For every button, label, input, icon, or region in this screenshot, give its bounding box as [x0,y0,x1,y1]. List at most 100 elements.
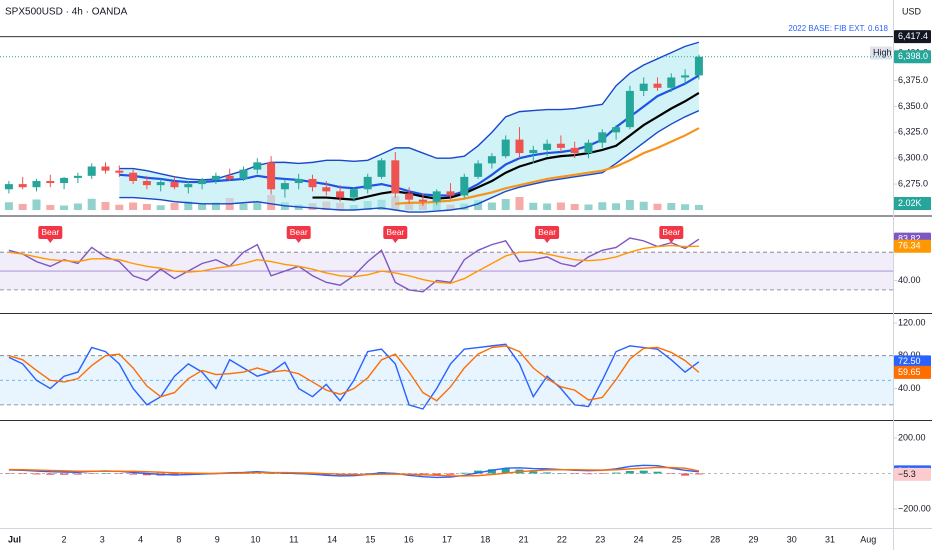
volume-bar [170,203,179,210]
axis-badge [894,239,931,253]
x-tick-label: 22 [557,534,567,544]
histogram-bar [60,473,69,475]
axis-badge [894,50,931,64]
candle-body [515,139,524,154]
series-line [8,345,700,402]
x-tick-label: 10 [250,534,260,544]
volume-bar [501,199,510,210]
histogram-bar [625,471,634,474]
volume-bar [584,204,593,210]
volume-bar [115,204,124,210]
series-line [119,109,700,213]
signal-badge [659,226,684,239]
candle-body [280,183,289,190]
candle-body [336,191,345,198]
candle-body [101,166,110,171]
volume-bar [529,202,538,210]
candle-body [377,160,386,177]
histogram-bar [142,473,151,476]
volume-bar [239,203,248,210]
candle-body [681,75,690,78]
signal-label: Bear [538,227,556,237]
axis-badge-label: 76.34 [898,241,921,251]
series-line [8,244,699,285]
volume-bar [101,202,110,210]
x-tick-label: 3 [100,534,105,544]
candle-body [225,175,234,179]
signal-pointer [544,239,551,243]
axis-badge-label: 72.50 [898,356,921,366]
volume-bar [253,201,262,210]
volume-bar [543,203,552,210]
histogram-bar [487,469,496,474]
y-tick-label: 40.00 [898,383,921,393]
volume-bar [129,202,138,210]
axis-badge [894,467,931,481]
series-line [312,92,700,201]
candle-body [60,177,69,184]
volume-bar [694,204,703,210]
volume-bar [46,205,55,210]
candle-body [694,56,703,76]
signal-badge [38,226,63,239]
candle-body [391,160,400,194]
histogram-bar [129,473,138,475]
volume-bar [625,200,634,210]
candle-body [639,83,648,91]
badge-tag [870,46,892,60]
candle-body [184,184,193,188]
volume-bar [653,203,662,210]
histogram-bar [556,473,565,474]
y-tick-label: −200.00 [898,503,931,513]
x-tick-label: 14 [327,534,337,544]
y-tick-label: 40.00 [898,275,921,285]
histogram-bar [460,472,469,474]
axis-badge [894,365,931,379]
volume-badge [894,197,931,210]
axis-badge-label: 6,417.4 [898,31,928,41]
x-tick-label: Aug [860,534,876,544]
candle-body [211,175,220,180]
volume-bar [487,202,496,210]
signal-pointer [295,239,302,243]
x-tick-label: 2 [61,534,66,544]
x-tick-label: 25 [672,534,682,544]
x-tick-label: Jul [8,534,21,544]
candle-body [405,193,414,200]
axis-badge [894,30,931,44]
volume-bar [156,205,165,210]
histogram-bar [73,473,82,475]
volume-bar [598,202,607,210]
axis-badge-label: 6,398.0 [898,51,928,61]
candle-body [556,143,565,148]
candle-body [529,149,538,154]
histogram-bar [584,473,593,475]
histogram-bar [612,472,621,474]
candle-body [87,166,96,176]
volume-bar [667,203,676,210]
histogram-bar [32,473,41,475]
histogram-bar [87,473,96,474]
histogram-bar [694,473,703,475]
volume-bar [142,204,151,210]
y-tick-label: 120.00 [898,317,926,327]
candle-body [322,187,331,192]
pane [4,41,703,213]
currency: USD [902,6,922,16]
volume-bar [515,197,524,210]
signal-badge [286,226,311,239]
candle-body [501,139,510,157]
y-tick-label: 200.00 [898,432,926,442]
candle-body [170,182,179,188]
candle-body [625,90,634,128]
x-tick-label: 16 [404,534,414,544]
axis-badge-label: 83.82 [898,234,921,244]
x-tick-label: 4 [138,534,143,544]
histogram-bar [46,473,55,475]
x-tick-label: 15 [365,534,375,544]
x-tick-label: 28 [710,534,720,544]
badge-tag-label: High [873,47,892,57]
volume-bar [681,204,690,210]
candle-body [129,172,138,182]
